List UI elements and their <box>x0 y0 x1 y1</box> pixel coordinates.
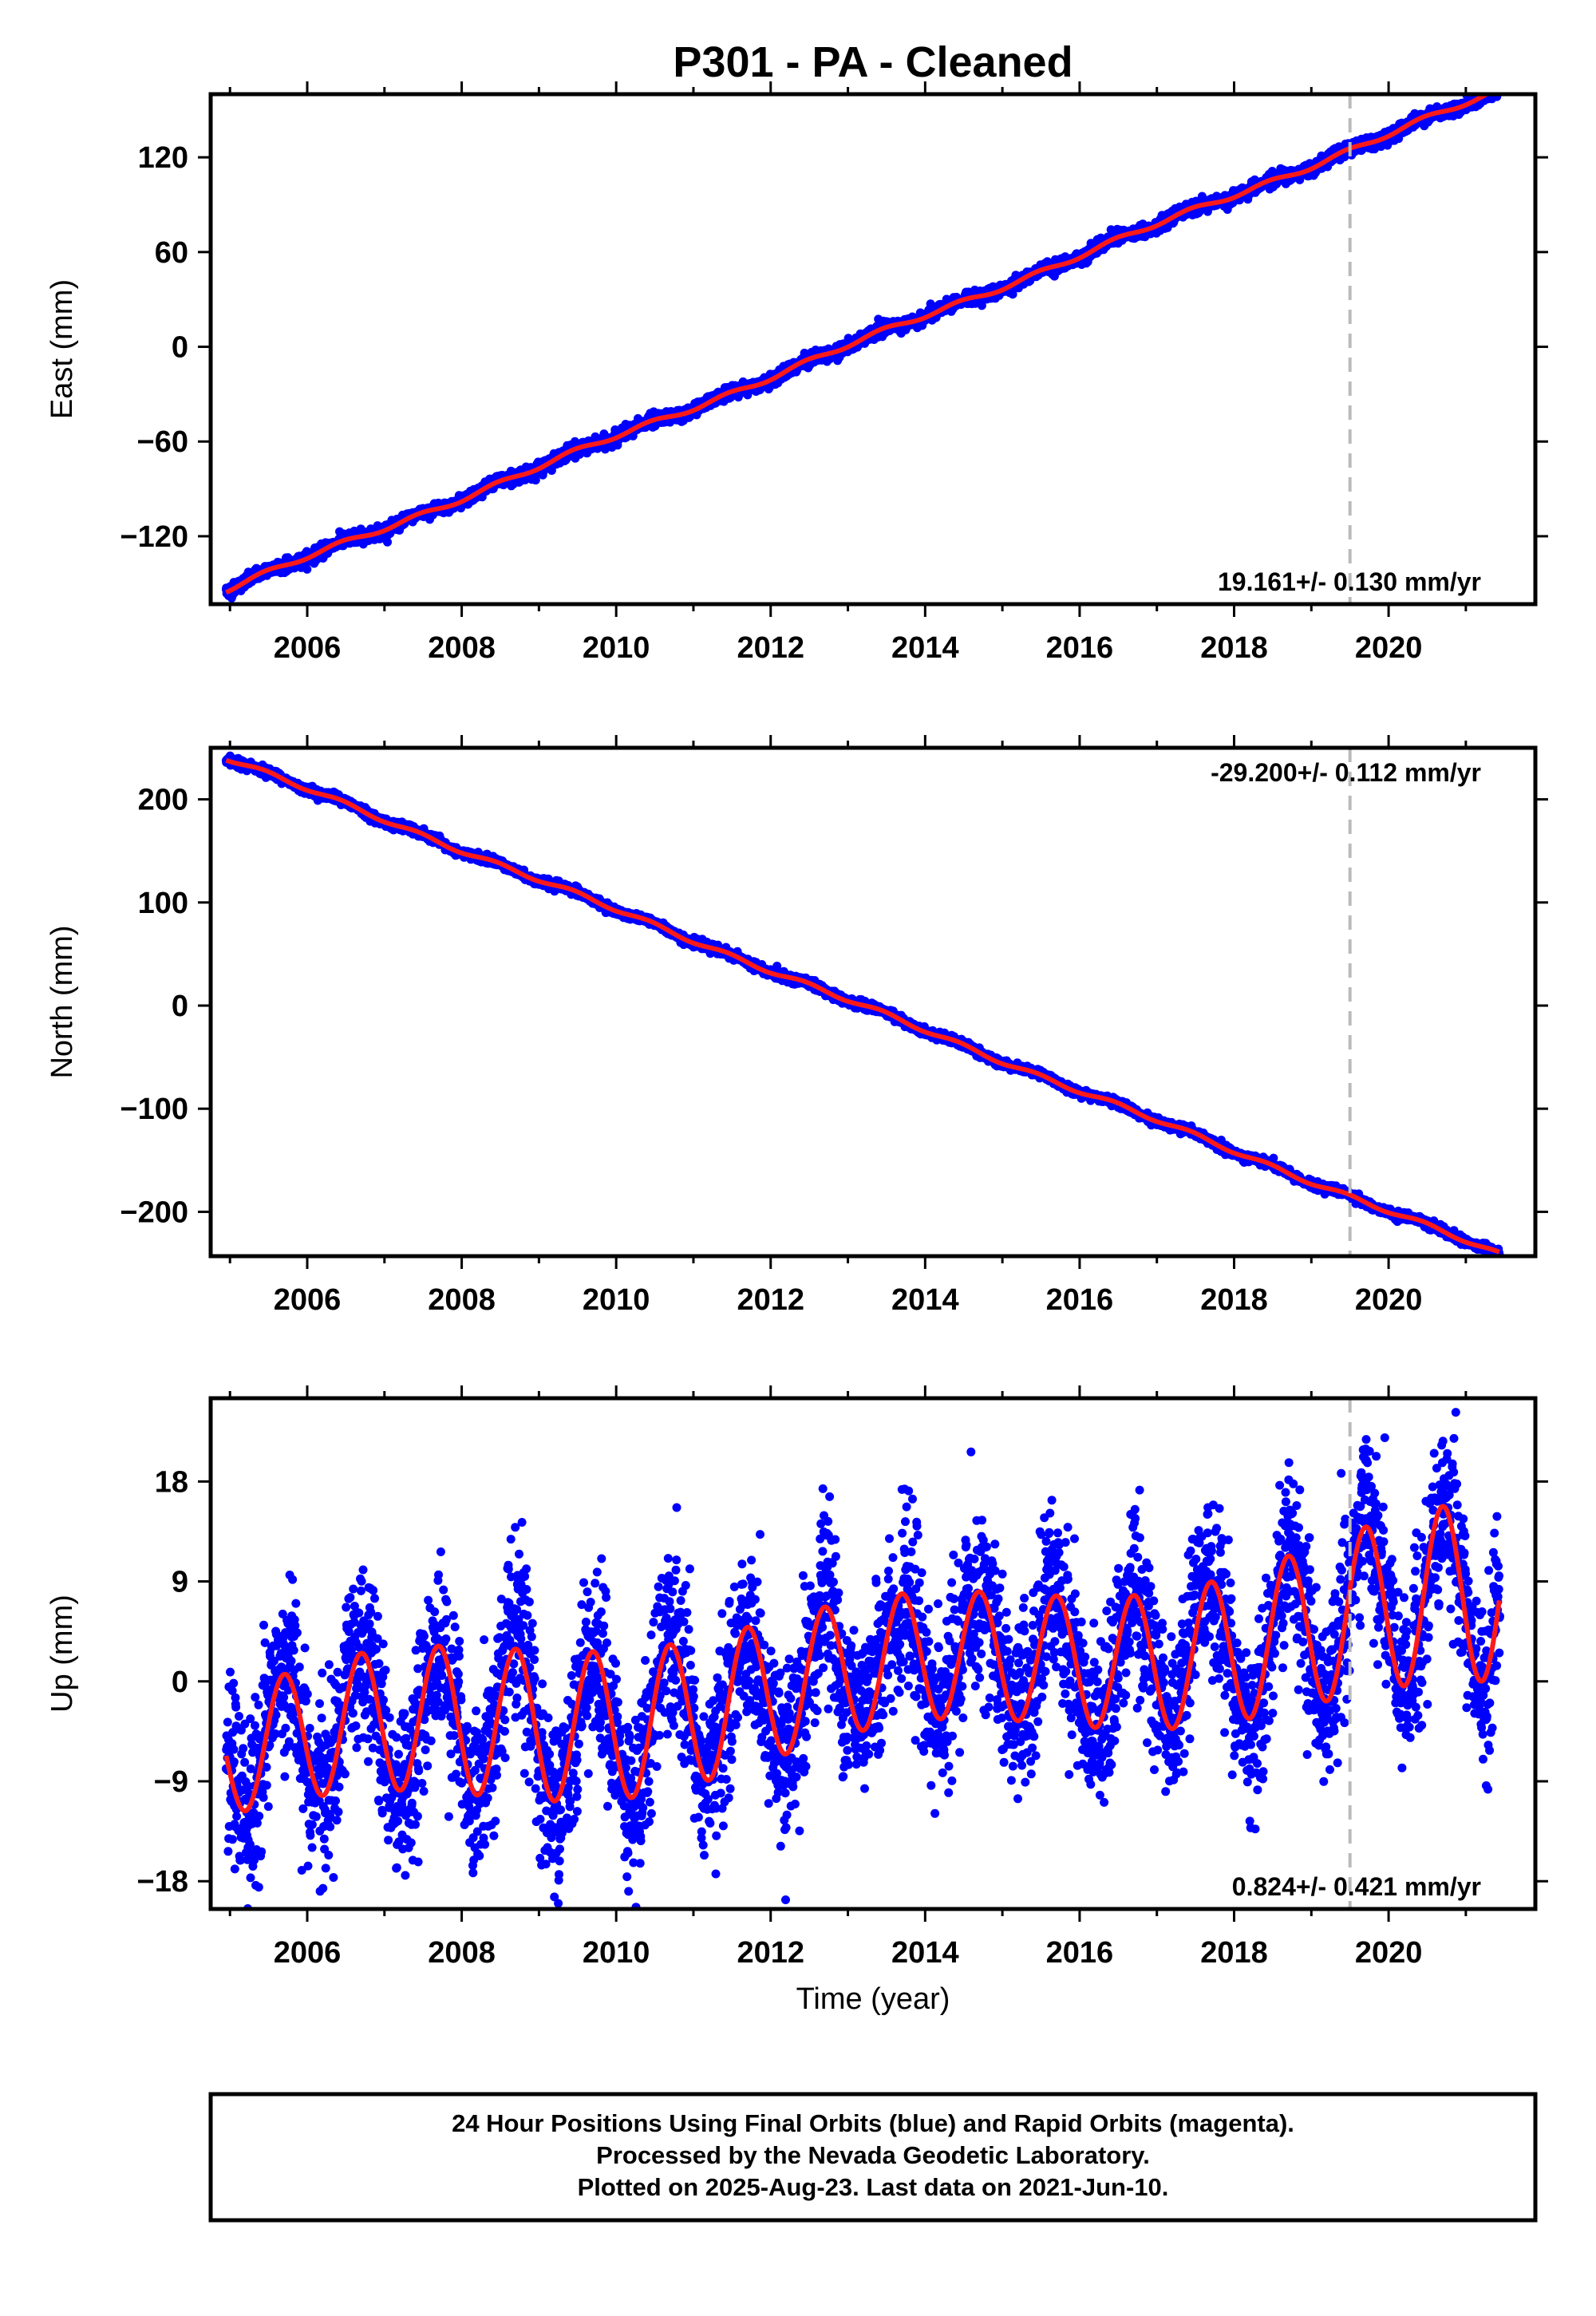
east-x-tick-label: 2018 <box>1200 631 1268 665</box>
east-x-tick-label: 2020 <box>1355 631 1423 665</box>
east-rate-label: 19.161+/- 0.130 mm/yr <box>1218 567 1481 596</box>
east-position-point <box>1495 81 1503 90</box>
east-position-point <box>302 564 312 574</box>
east-position-point <box>1490 83 1499 92</box>
east-position-point <box>1483 83 1491 92</box>
east-position-point <box>1491 79 1500 88</box>
east-y-tick-label: −120 <box>120 520 188 554</box>
east-position-point <box>1494 83 1503 92</box>
east-y-axis-label: East (mm) <box>45 279 79 419</box>
east-position-point <box>1494 84 1503 93</box>
north-panel: 2006 2008 2010 2012 2014 2016 2018 20202001000−… <box>45 735 1548 1317</box>
east-position-point <box>1489 84 1498 93</box>
east-x-tick-label: 2012 <box>737 631 804 665</box>
east-position-point <box>531 476 540 485</box>
east-x-tick-label: 2010 <box>583 631 650 665</box>
east-panel: 2006 2008 2010 2012 2014 2016 2018 2020 120 60 0 −6… <box>45 75 1548 665</box>
east-position-point <box>1495 82 1504 91</box>
east-position-point <box>383 537 392 547</box>
figure-title: P301 - PA - Cleaned <box>673 38 1073 86</box>
east-position-point <box>1491 83 1499 92</box>
east-position-point <box>1491 80 1500 89</box>
east-position-point <box>1494 82 1503 91</box>
east-x-tick-label: 2008 <box>428 631 496 665</box>
east-x-tick-label: 2014 <box>891 631 959 665</box>
east-position-point <box>1491 79 1499 88</box>
east-frame <box>208 92 1538 607</box>
east-data-area <box>221 75 1504 603</box>
east-y-tick-label: 60 <box>155 236 188 270</box>
north-data-area <box>221 751 1504 1256</box>
east-y-tick-label: −60 <box>137 425 188 459</box>
east-y-tick-label: 0 <box>172 331 188 365</box>
east-position-point <box>1495 78 1503 87</box>
east-x-tick-label: 2016 <box>1046 631 1114 665</box>
east-position-point <box>1492 84 1501 93</box>
east-x-tick-label: 2006 <box>274 631 342 665</box>
east-y-tick-label: 120 <box>138 141 188 175</box>
east-position-point <box>1491 84 1499 93</box>
east-position-point <box>1495 75 1503 84</box>
east-position-point <box>1492 83 1501 92</box>
